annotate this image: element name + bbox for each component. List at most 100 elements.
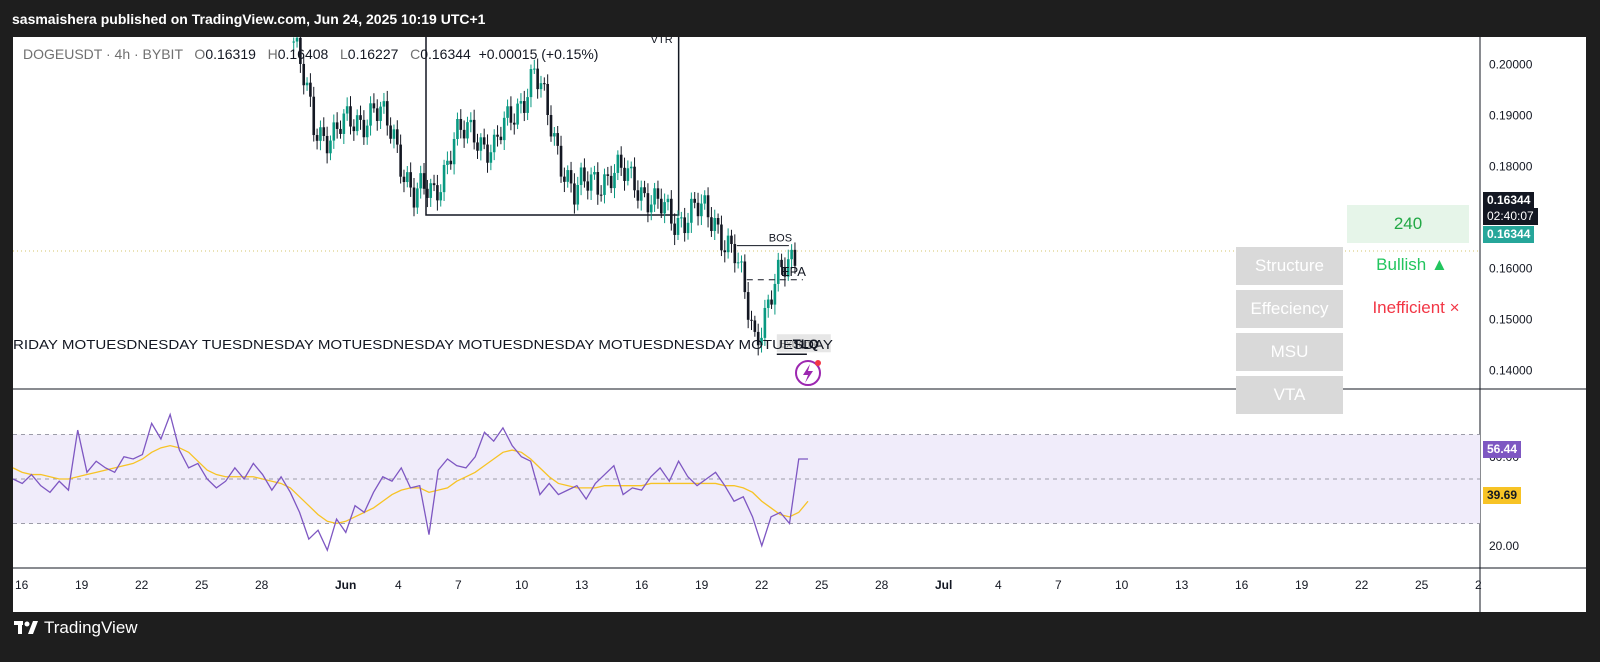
chart-frame[interactable]: 0.200000.190000.180000.170000.160000.150… [13, 37, 1586, 612]
candle-body [786, 259, 790, 277]
candle-body [466, 122, 469, 139]
rsi-line [13, 412, 808, 553]
candle-body [666, 198, 670, 203]
candle-body [736, 262, 740, 264]
candle-body [746, 292, 750, 320]
time-tick-label: 16 [15, 578, 29, 592]
candle-body [546, 83, 549, 116]
candle-body [750, 319, 753, 321]
time-tick-label: 25 [815, 578, 829, 592]
candle-body [559, 145, 563, 177]
candle-body [302, 63, 306, 86]
candle-body [526, 97, 529, 113]
candle-body [439, 192, 443, 201]
time-tick-label: Jul [935, 578, 952, 592]
time-tick-label: 16 [1235, 578, 1249, 592]
last-line-tag: 0.16344 [1483, 226, 1535, 243]
candle-body [656, 188, 660, 199]
low-key: L [340, 46, 348, 62]
epa-label: EPA [781, 264, 806, 279]
candle-body [406, 172, 409, 183]
candle-body [636, 190, 640, 201]
time-tick-label: 7 [1055, 578, 1062, 592]
candle-body [730, 235, 733, 244]
candle-body [426, 188, 429, 198]
time-tick-label: 10 [1115, 578, 1129, 592]
msu-label: MSU [1236, 333, 1343, 371]
price-tick-label: 0.15000 [1489, 313, 1533, 327]
candle-body [392, 129, 396, 139]
candle-body [770, 299, 773, 305]
candle-body [533, 68, 536, 70]
candle-body [456, 119, 459, 139]
candle-body [753, 320, 757, 332]
candle-body [633, 166, 636, 191]
candle-body [713, 218, 717, 232]
candle-body [295, 37, 299, 42]
candle-body [389, 125, 392, 139]
candle-body [686, 222, 690, 234]
candle-body [646, 193, 650, 213]
chart-canvas[interactable]: 0.200000.190000.180000.170000.160000.150… [13, 37, 1586, 612]
candle-body [623, 167, 626, 181]
candle-body [359, 115, 362, 120]
price-tick-label: 0.14000 [1489, 364, 1533, 378]
time-tick-label: 25 [195, 578, 209, 592]
candle-body [629, 166, 633, 169]
high-key: H [267, 46, 278, 62]
candle-body [315, 135, 319, 141]
candle-body [352, 126, 356, 132]
candle-body [676, 217, 680, 235]
close-key: C [410, 46, 421, 62]
candle-body [452, 138, 456, 165]
candle-body [543, 83, 546, 85]
time-tick-label: 19 [75, 578, 89, 592]
candle-body [680, 217, 683, 219]
candle-body [399, 144, 402, 177]
candle-body [489, 152, 493, 163]
open-key: O [194, 46, 206, 62]
candle-body [696, 202, 700, 217]
candle-body [506, 106, 509, 118]
vtr-label: VTR [651, 37, 673, 46]
publisher-header: sasmaishera published on TradingView.com… [0, 0, 1600, 36]
time-tick-label: 22 [755, 578, 769, 592]
structure-label: Structure [1236, 247, 1343, 285]
high-value: 0.16408 [277, 46, 329, 62]
candle-body [586, 181, 590, 191]
time-tick-label: 4 [395, 578, 402, 592]
extreme-zone [776, 334, 831, 353]
panel-top-value: 240 [1347, 205, 1469, 243]
candle-body [706, 195, 710, 218]
candle-body [583, 167, 586, 182]
candle-body [382, 101, 386, 107]
price-tick-label: 0.16000 [1489, 262, 1533, 276]
candle-body [349, 106, 352, 127]
candle-body [733, 243, 737, 264]
candle-body [563, 176, 566, 182]
candle-body [409, 172, 412, 188]
candle-body [756, 331, 760, 346]
candle-body [569, 170, 573, 184]
candle-body [566, 170, 570, 182]
candle-body [780, 259, 783, 268]
change-value: +0.00015 (+0.15%) [478, 46, 599, 62]
candle-body [442, 164, 446, 193]
candle-body [683, 217, 686, 234]
rsi-value-tag: 56.44 [1483, 441, 1522, 458]
candle-body [703, 195, 707, 204]
time-tick-label: 2 [1475, 578, 1482, 592]
candle-body [385, 101, 389, 126]
time-tick-label: 22 [135, 578, 149, 592]
symbol-label[interactable]: DOGEUSDT · 4h · BYBIT [23, 46, 183, 62]
tradingview-logo[interactable]: TradingView [14, 618, 138, 638]
candle-body [606, 174, 610, 176]
candle-body [329, 140, 332, 154]
candle-body [496, 134, 499, 137]
candle-body [519, 101, 523, 104]
candle-body [292, 41, 295, 43]
candle-body [309, 82, 312, 97]
day-names-row: RIDAY MOTUESDNESDAY TUESDNESDAY MOTUESDN… [13, 337, 833, 352]
candle-body [549, 115, 553, 137]
candle-body [432, 183, 436, 186]
